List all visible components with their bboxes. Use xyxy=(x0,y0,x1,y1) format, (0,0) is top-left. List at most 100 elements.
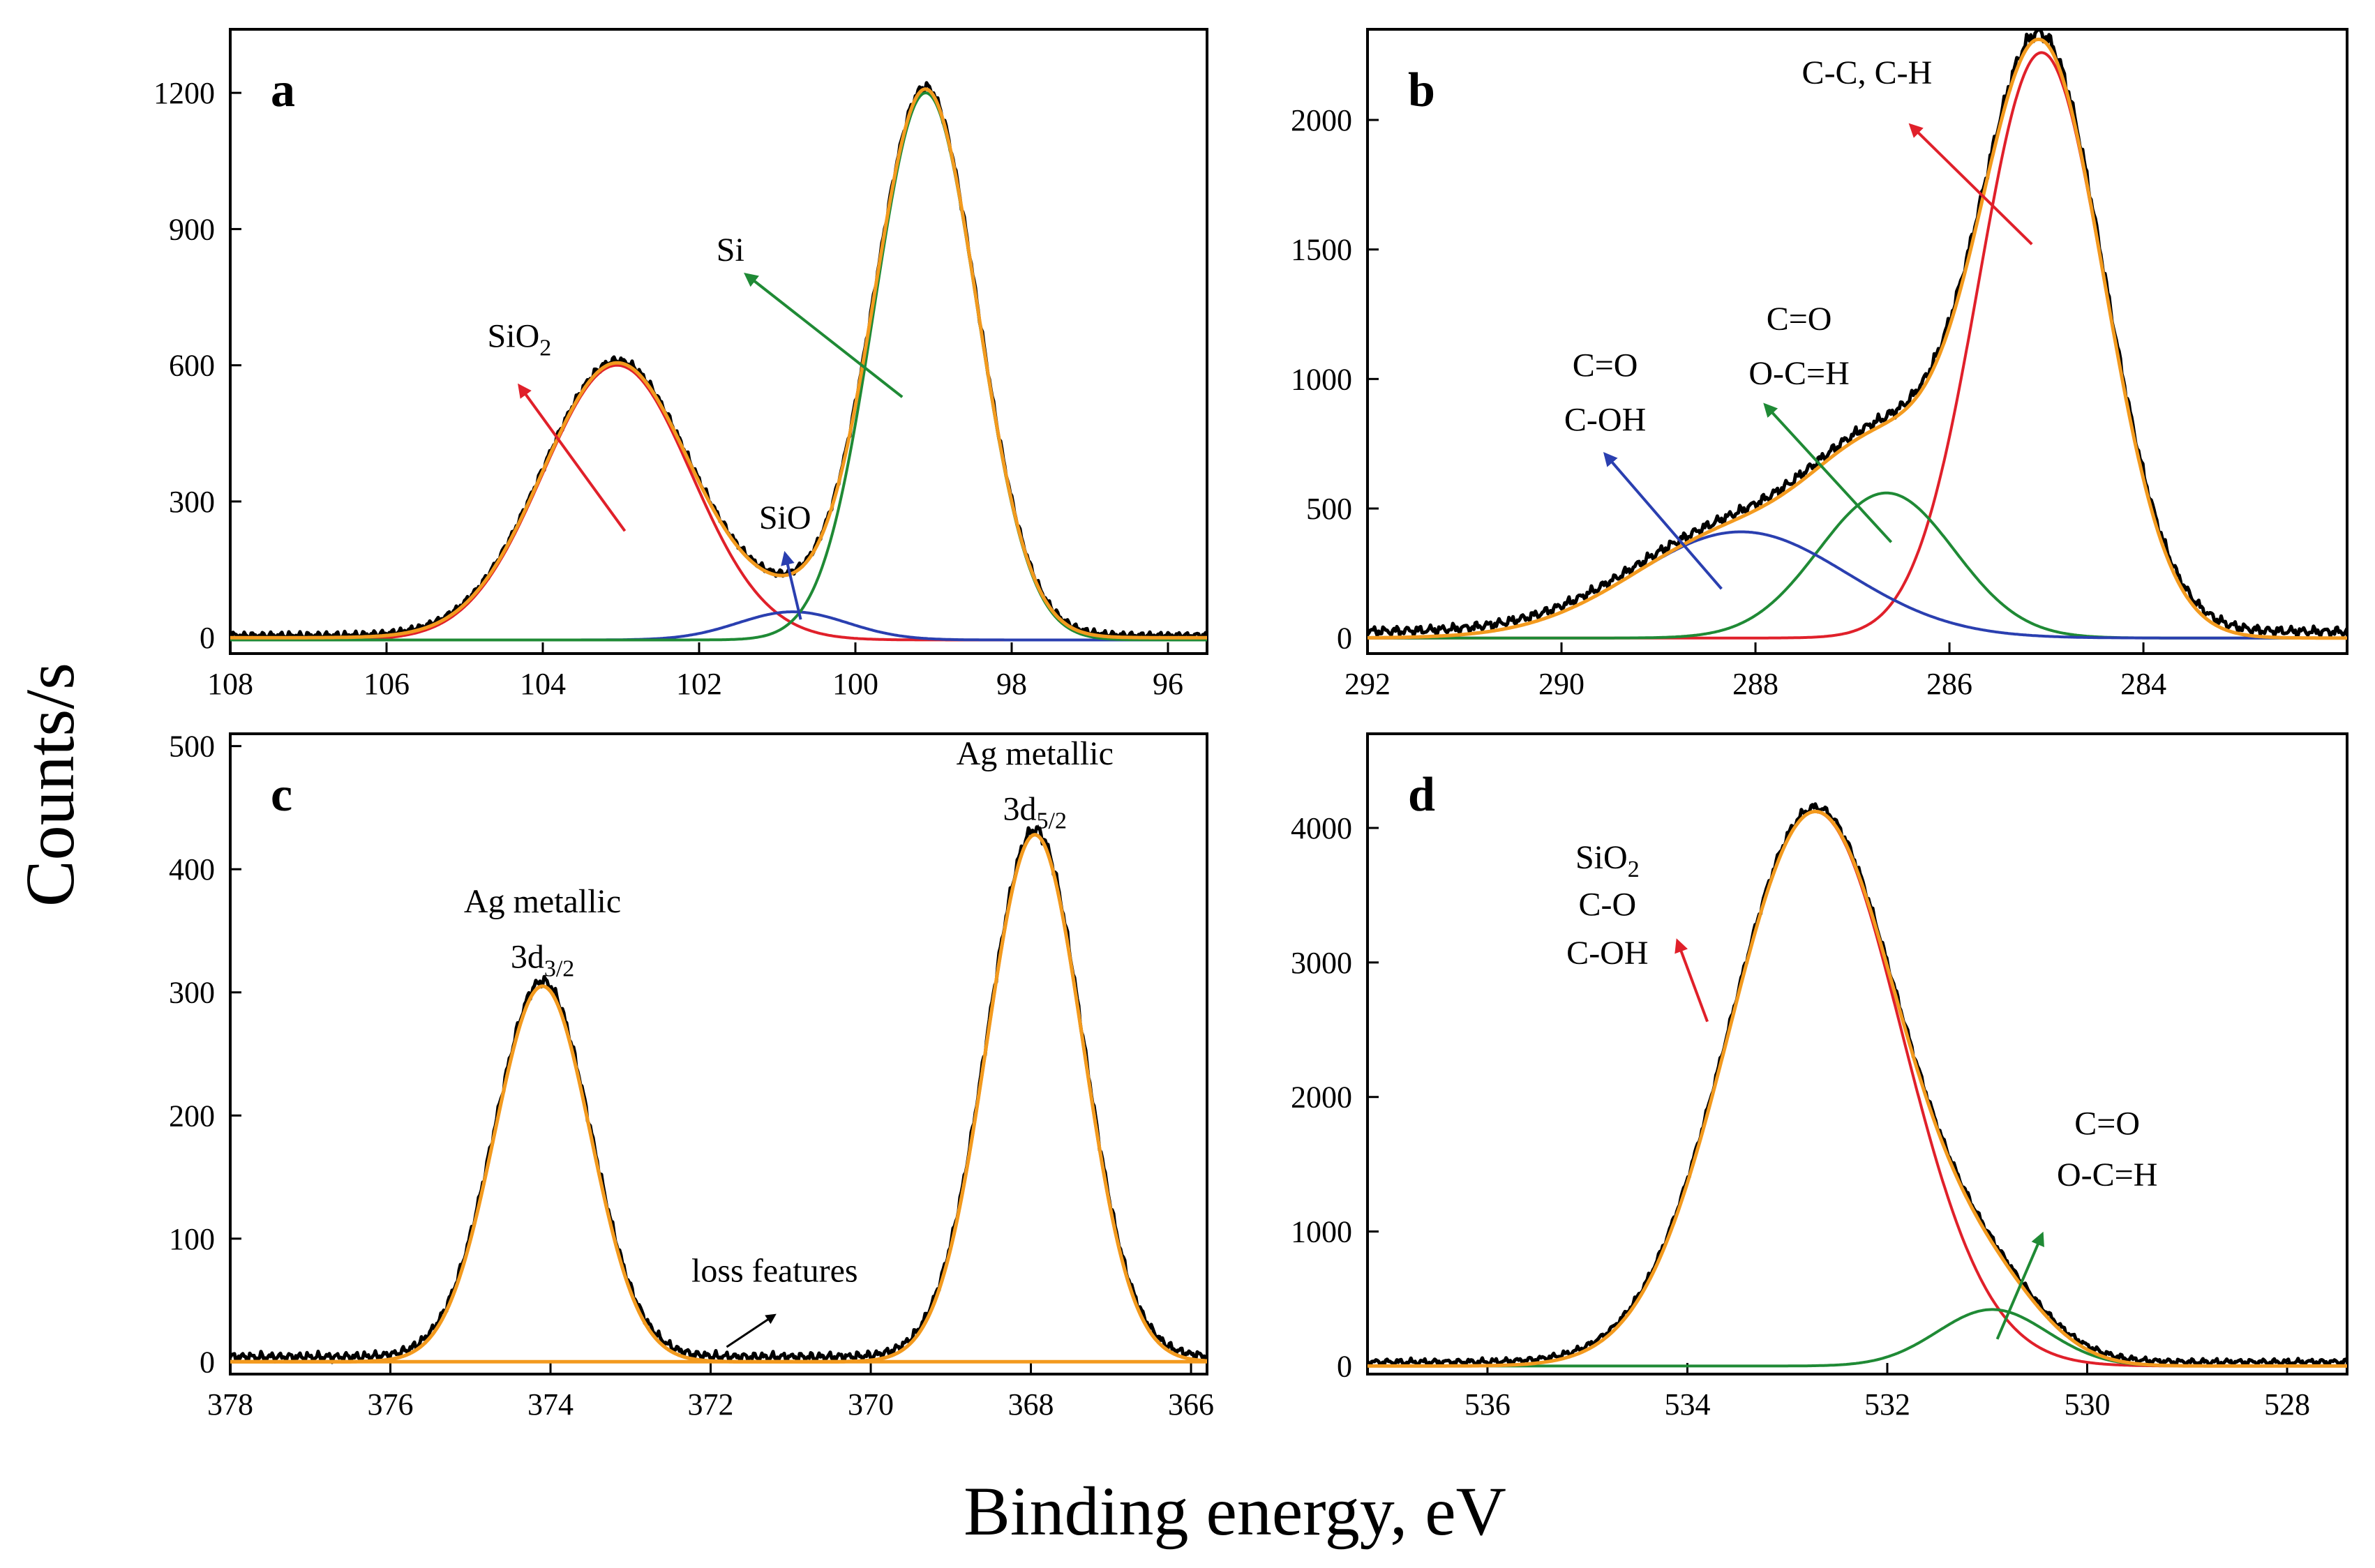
y-tick-label: 3000 xyxy=(1291,946,1352,980)
panel-letter: d xyxy=(1408,768,1435,822)
panel-b: 292 290 288 286 284 0 500 1000 1500 2000 b C-C, C-H… xyxy=(1291,28,2348,701)
series-measured xyxy=(230,81,1207,642)
annotation-label: C=O xyxy=(2074,1106,2140,1143)
y-tick-label: 600 xyxy=(169,349,215,383)
y-tick-label: 4000 xyxy=(1291,811,1352,845)
x-tick-label: 368 xyxy=(1008,1387,1054,1422)
y-tick-label: 500 xyxy=(1306,492,1352,526)
x-tick-label: 378 xyxy=(207,1387,253,1422)
annotation-label: C=O xyxy=(1573,347,1638,384)
x-tick-label: 530 xyxy=(2065,1387,2111,1422)
annotation-arrow xyxy=(1995,1231,2044,1340)
y-tick-label: 2000 xyxy=(1291,103,1352,137)
annotation-label: C-OH xyxy=(1566,935,1648,972)
y-tick-label: 1500 xyxy=(1291,233,1352,267)
x-tick-label: 288 xyxy=(1732,667,1778,701)
plot-area xyxy=(1368,29,2347,640)
y-tick-label: 500 xyxy=(169,730,215,764)
series-envelope xyxy=(230,87,1207,640)
plot-area xyxy=(230,825,1207,1364)
annotation-label: C=O xyxy=(1767,301,1832,338)
x-tick-label: 370 xyxy=(848,1387,894,1422)
x-tick-label: 104 xyxy=(520,667,566,701)
x-tick-label: 102 xyxy=(676,667,722,701)
annotation-label: Si xyxy=(717,232,744,269)
panel-letter: c xyxy=(271,768,292,822)
series-si xyxy=(230,91,1207,642)
plot-area xyxy=(1368,802,2347,1368)
annotation-label: O-C=H xyxy=(2057,1156,2157,1193)
series-c-c-c-h xyxy=(1368,51,2347,640)
annotation-label: 3d3/2 xyxy=(511,938,574,981)
x-tick-label: 376 xyxy=(368,1387,414,1422)
x-tick-label: 106 xyxy=(364,667,410,701)
series-ag-metallic-3d3-2 xyxy=(230,984,1207,1364)
y-tick-label: 900 xyxy=(169,212,215,246)
x-tick-label: 286 xyxy=(1926,667,1972,701)
x-tick-label: 528 xyxy=(2264,1387,2310,1422)
plot-frame xyxy=(1366,732,2348,1375)
y-axis-label: Counts/s xyxy=(11,663,89,907)
y-tick-label: 300 xyxy=(169,485,215,519)
series-envelope xyxy=(1368,809,2347,1368)
annotation-arrow xyxy=(1675,938,1709,1023)
x-tick-label: 290 xyxy=(1538,667,1584,701)
plot-frame xyxy=(229,732,1208,1375)
plot-area xyxy=(230,81,1207,642)
panel-letter: b xyxy=(1408,63,1435,117)
annotation-arrow xyxy=(1908,123,2033,246)
panel-c: 378 376 374 372 370 368 366 0 100 200 300 400 500 c Ag… xyxy=(169,730,1214,1422)
series-sio2 xyxy=(230,363,1207,642)
y-tick-label: 400 xyxy=(169,852,215,887)
annotation-label: Ag metallic xyxy=(464,883,621,920)
x-tick-label: 532 xyxy=(1864,1387,1910,1422)
x-tick-label: 284 xyxy=(2120,667,2166,701)
y-tick-label: 200 xyxy=(169,1099,215,1133)
x-axis-label: Binding energy, eV xyxy=(964,1472,1506,1550)
x-tick-label: 98 xyxy=(996,667,1027,701)
x-tick-label: 108 xyxy=(207,667,253,701)
y-tick-label: 0 xyxy=(1337,1349,1352,1383)
y-tick-label: 0 xyxy=(1337,621,1352,656)
annotation-label: loss features xyxy=(691,1253,858,1290)
series-c-o-o-c-h xyxy=(1368,1308,2347,1368)
annotation-arrow xyxy=(744,273,904,398)
y-tick-label: 1000 xyxy=(1291,362,1352,396)
x-tick-label: 372 xyxy=(688,1387,734,1422)
x-tick-label: 96 xyxy=(1153,667,1183,701)
y-tick-label: 100 xyxy=(169,1222,215,1256)
panel-letter: a xyxy=(271,63,295,117)
annotation-arrow xyxy=(1763,402,1893,543)
y-tick-label: 0 xyxy=(200,1345,215,1379)
annotation-label: SiO2 xyxy=(488,318,552,361)
annotation-arrow xyxy=(1603,452,1723,590)
annotation-label: C-O xyxy=(1579,886,1637,923)
series-envelope xyxy=(230,833,1207,1364)
plot-frame xyxy=(229,28,1208,655)
series-measured xyxy=(1368,802,2347,1368)
annotation-label: C-C, C-H xyxy=(1802,54,1933,91)
x-tick-label: 374 xyxy=(527,1387,574,1422)
annotation-arrow xyxy=(726,1313,777,1348)
annotation-label: SiO2 xyxy=(1575,839,1640,882)
y-tick-label: 0 xyxy=(200,621,215,655)
y-tick-label: 1200 xyxy=(153,76,215,110)
annotation-label: 3d5/2 xyxy=(1003,791,1067,834)
x-tick-label: 292 xyxy=(1344,667,1391,701)
x-tick-label: 534 xyxy=(1664,1387,1710,1422)
x-tick-label: 536 xyxy=(1464,1387,1511,1422)
annotation-arrow xyxy=(518,383,627,532)
annotation-label: SiO xyxy=(759,499,811,536)
panel-a: 108 106 104 102 100 98 96 0 300 600 900 1200 a SiO2 Si… xyxy=(153,28,1208,701)
annotation-label: C-OH xyxy=(1564,402,1646,439)
panel-d: 536 534 532 530 528 0 1000 2000 3000 4000 d SiO2 C-O… xyxy=(1291,732,2348,1422)
annotation-label: Ag metallic xyxy=(957,735,1114,772)
y-tick-label: 300 xyxy=(169,976,215,1010)
annotation-label: O-C=H xyxy=(1748,355,1849,392)
y-tick-label: 2000 xyxy=(1291,1080,1352,1115)
series-sio2-c-o-c-oh xyxy=(1368,810,2347,1368)
series-envelope xyxy=(1368,37,2347,640)
x-tick-label: 100 xyxy=(832,667,878,701)
x-tick-label: 366 xyxy=(1168,1387,1214,1422)
